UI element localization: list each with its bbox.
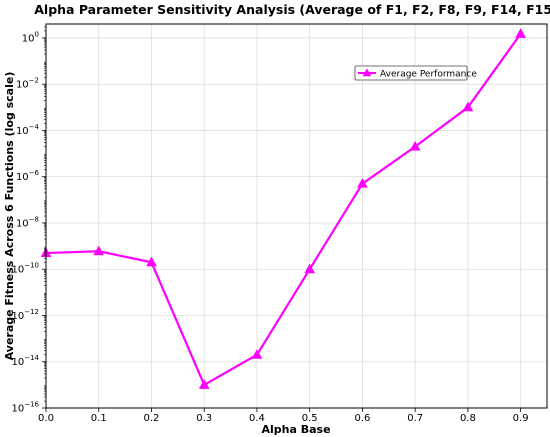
axis-ticks: 0.0 0.1 0.2 0.3 0.4 0.5 0.6 0.7 0.8 0.9 100 10−2 10−… <box>11 26 529 424</box>
legend-box <box>354 65 468 81</box>
legend-label: Average Performance <box>380 70 477 80</box>
y-tick-label: 10−8 <box>16 215 39 229</box>
x-tick-label: 0.5 <box>302 413 318 424</box>
data-point <box>515 28 526 38</box>
data-point <box>462 101 474 112</box>
x-tick-label: 0.9 <box>513 413 529 424</box>
data-point <box>93 245 105 256</box>
y-tick-label: 10−14 <box>11 354 39 368</box>
y-axis-title: Average Fitness Across 6 Functions (log … <box>3 72 16 361</box>
y-tick-label: 10−12 <box>11 308 39 322</box>
y-tick-label: 10−10 <box>11 262 39 276</box>
y-tick-label: 10−4 <box>16 123 40 137</box>
y-tick-label: 10−16 <box>11 401 39 415</box>
x-tick-label: 0.1 <box>91 413 107 424</box>
chart-title: Alpha Parameter Sensitivity Analysis (Av… <box>34 2 550 17</box>
legend: Average Performance <box>354 65 477 81</box>
x-tick-label: 0.7 <box>407 413 423 424</box>
y-tick-label: 10−6 <box>16 169 40 183</box>
x-tick-label: 0.4 <box>249 413 265 424</box>
data-point <box>357 177 368 188</box>
x-tick-label: 0.3 <box>196 413 212 424</box>
data-point <box>198 379 210 389</box>
x-tick-label: 0.2 <box>144 413 160 424</box>
x-axis-title: Alpha Base <box>261 423 330 436</box>
y-tick-label: 100 <box>22 30 39 44</box>
y-tick-label: 10−2 <box>16 77 39 91</box>
data-point <box>409 140 421 151</box>
legend-marker <box>362 68 372 77</box>
data-point <box>146 256 157 267</box>
x-tick-label: 0.8 <box>460 413 476 424</box>
data-point <box>304 263 316 274</box>
data-point <box>251 349 263 359</box>
series-line <box>45 33 522 386</box>
x-tick-label: 0.6 <box>354 413 370 424</box>
x-tick-label: 0.0 <box>38 413 54 424</box>
